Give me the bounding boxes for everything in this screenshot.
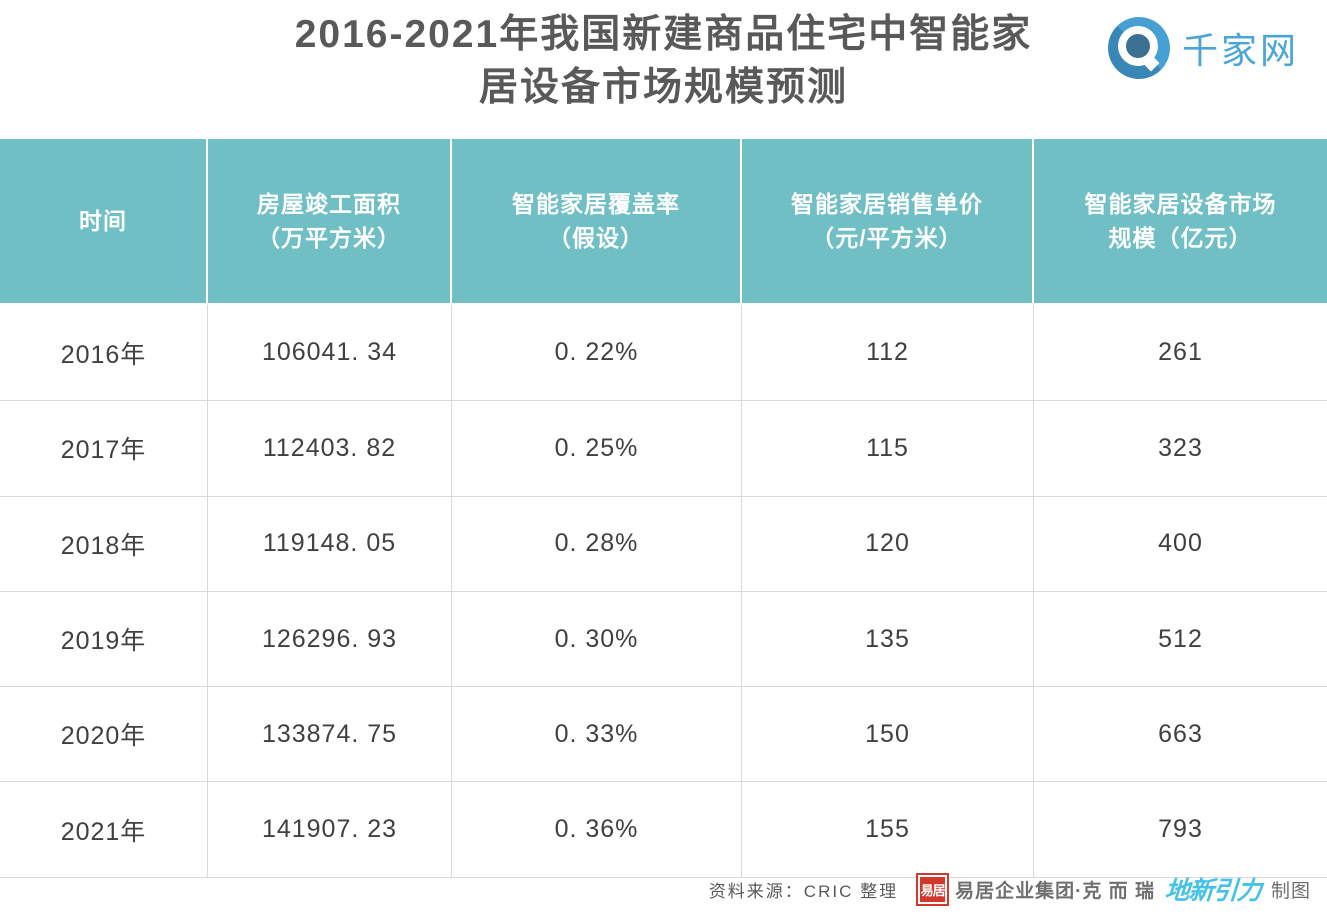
dixinyinli-wordmark: 地新引力 <box>1163 877 1262 905</box>
column-header-completed-area: 房屋竣工面积 （万平方米） <box>208 139 452 305</box>
table-cell: 126296. 93 <box>208 590 452 687</box>
table-cell: 2016年 <box>0 305 208 401</box>
table-cell: 0. 28% <box>452 495 742 591</box>
page-title: 2016-2021年我国新建商品住宅中智能家 居设备市场规模预测 <box>294 13 1033 109</box>
data-table: 时间 房屋竣工面积 （万平方米） 智能家居覆盖率 （假设） 智能家居销售单价 （… <box>0 139 1327 878</box>
made-by-text: 制图 <box>1270 880 1311 902</box>
brand-name: 千家网 <box>1181 30 1299 71</box>
table-cell: 2021年 <box>0 781 208 877</box>
table-cell: 133874. 75 <box>208 686 452 782</box>
data-source-text: 资料来源：CRIC 整理 <box>708 881 899 901</box>
table-cell: 115 <box>742 400 1034 496</box>
column-header-market-size: 智能家居设备市场 规模（亿元） <box>1034 139 1327 305</box>
table-cell: 2018年 <box>0 495 208 591</box>
table-cell: 141907. 23 <box>208 781 452 877</box>
table-cell: 2020年 <box>0 686 208 782</box>
table-cell: 119148. 05 <box>208 495 452 591</box>
table-cell: 155 <box>742 781 1034 877</box>
table-cell: 112403. 82 <box>208 400 452 496</box>
ehouse-seal-icon: 易居 <box>916 872 950 906</box>
footer: 资料来源：CRIC 整理 易居 易居企业集团·克 而 瑞 地新引力 制图 <box>709 871 1311 907</box>
column-header-time: 时间 <box>0 139 208 305</box>
table-cell: 400 <box>1034 495 1327 591</box>
qianjia-logo: 千家网 <box>1107 17 1299 79</box>
logo-inner-circle <box>1125 34 1150 58</box>
cric-group-wordmark: 易居企业集团·克 而 瑞 <box>955 880 1155 902</box>
table-cell: 323 <box>1034 400 1327 496</box>
table-cell: 120 <box>742 495 1034 591</box>
table-cell: 261 <box>1034 305 1327 401</box>
table-cell: 0. 22% <box>452 305 742 401</box>
table-cell: 2019年 <box>0 590 208 687</box>
table-cell: 106041. 34 <box>208 305 452 401</box>
table-cell: 0. 30% <box>452 590 742 687</box>
table-cell: 663 <box>1034 686 1327 782</box>
table-cell: 2017年 <box>0 400 208 496</box>
table-cell: 112 <box>742 305 1034 401</box>
table-cell: 0. 33% <box>452 686 742 782</box>
table-cell: 0. 25% <box>452 400 742 496</box>
table-cell: 793 <box>1034 781 1327 877</box>
table-cell: 0. 36% <box>452 781 742 877</box>
column-header-unit-price: 智能家居销售单价 （元/平方米） <box>742 139 1034 305</box>
table-cell: 150 <box>742 686 1034 782</box>
table-cell: 135 <box>742 590 1034 687</box>
column-header-coverage-rate: 智能家居覆盖率 （假设） <box>452 139 742 305</box>
table-cell: 512 <box>1034 590 1327 687</box>
qianjia-logo-icon <box>1107 17 1170 79</box>
